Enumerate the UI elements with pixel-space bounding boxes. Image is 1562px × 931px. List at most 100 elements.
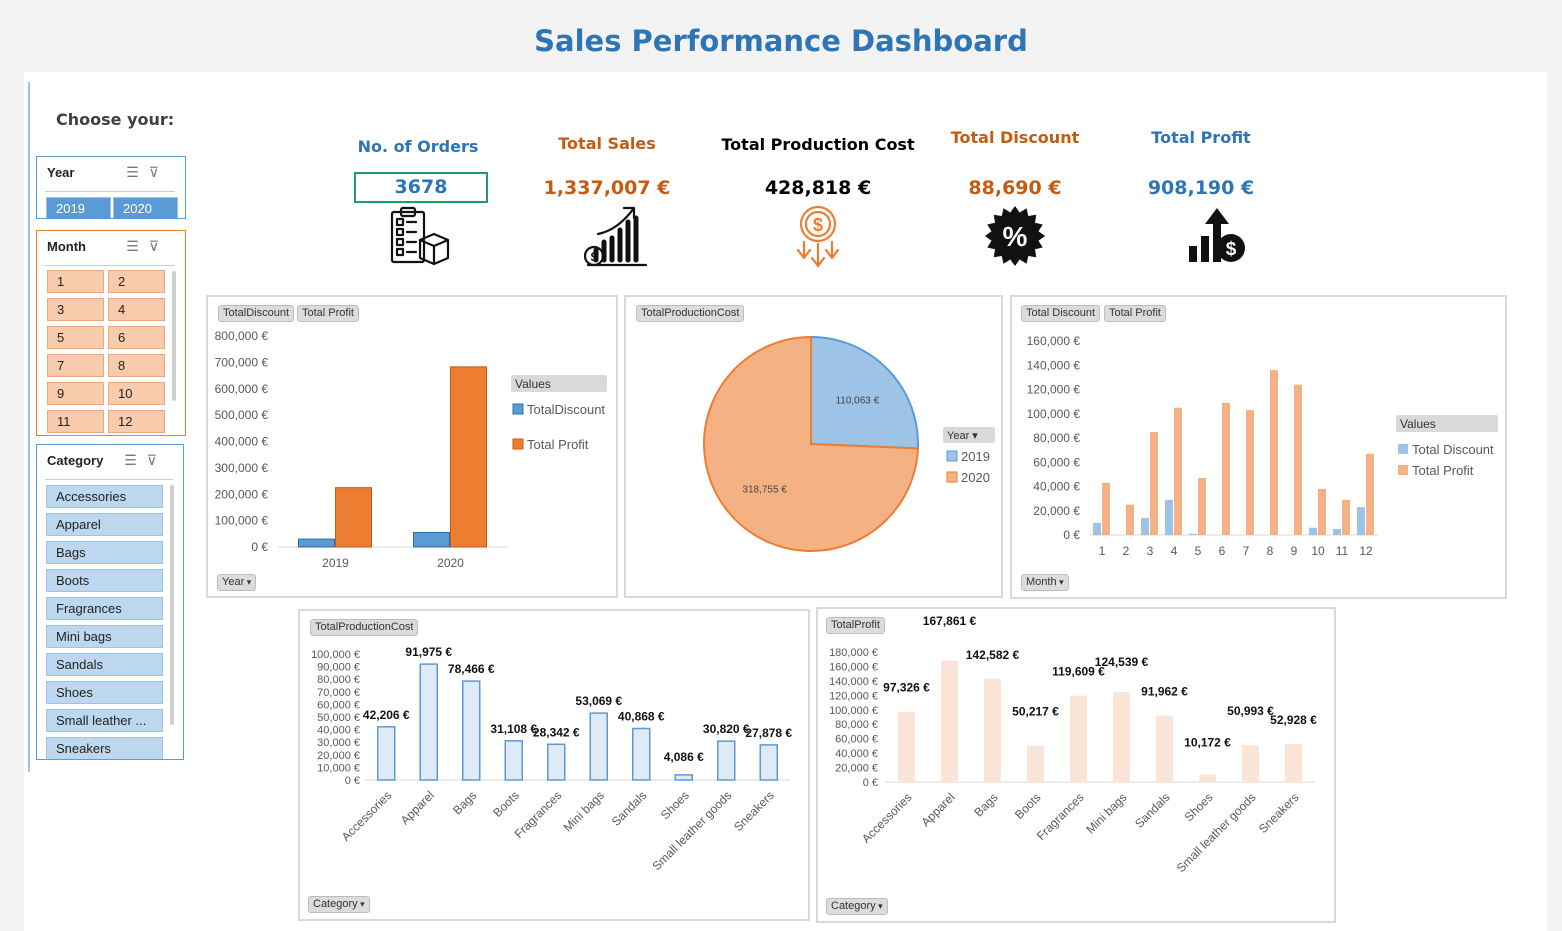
y-tick-label: 300,000 € [215,461,269,475]
field-chip[interactable]: TotalProductionCost [310,619,419,636]
bar[interactable] [1165,499,1173,535]
bar[interactable] [413,531,450,548]
bar[interactable] [898,711,915,782]
multi-select-icon[interactable]: ☰ [126,164,149,180]
data-label: 10,172 € [1184,736,1231,750]
filter-dropdown[interactable]: Category [826,898,888,915]
bar[interactable] [1242,745,1259,782]
month-item[interactable]: 1 [47,270,104,293]
bar[interactable] [377,726,396,781]
field-chip[interactable]: TotalDiscount [218,305,295,322]
bar[interactable] [1246,410,1254,535]
pie-slice[interactable] [810,335,919,450]
bar[interactable] [1366,453,1374,535]
bar[interactable] [1318,488,1326,535]
bar[interactable] [1027,745,1044,782]
category-item[interactable]: Bags [46,541,163,564]
bar[interactable] [1126,504,1134,535]
y-tick-label: 20,000 € [317,750,360,762]
category-item[interactable]: Apparel [46,513,163,536]
bar[interactable] [1198,478,1206,535]
category-item[interactable]: Sandals [46,653,163,676]
bar[interactable] [674,774,693,781]
category-slicer[interactable]: Category ☰⊽ Accessories Apparel Bags Boots F… [36,444,184,760]
bar[interactable] [450,366,487,548]
clear-filter-icon[interactable]: ⊽ [146,452,167,468]
bar[interactable] [1333,528,1341,535]
field-chip[interactable]: Total Discount [1021,305,1101,322]
bar[interactable] [1113,692,1130,782]
filter-dropdown[interactable]: Year [217,574,257,591]
month-item[interactable]: 12 [108,410,165,433]
bar[interactable] [298,538,335,548]
month-item[interactable]: 7 [47,354,104,377]
month-item[interactable]: 2 [108,270,165,293]
pie-slice[interactable] [703,335,919,552]
cost-pie-panel: 110,063 € 318,755 € Year ▾ 2019 2020 TotalPr… [624,295,1003,598]
year-item[interactable]: 2020 [113,197,178,218]
month-item[interactable]: 3 [47,298,104,321]
bar[interactable] [1070,695,1087,782]
year-item[interactable]: 2019 [46,197,111,218]
category-item[interactable]: Accessories [46,485,163,508]
category-item[interactable]: Mini bags [46,625,163,648]
bar[interactable] [589,712,608,781]
bar[interactable] [1199,774,1216,782]
bar[interactable] [632,727,651,781]
bar[interactable] [1357,507,1365,535]
bar[interactable] [1174,407,1182,535]
bar[interactable] [1285,743,1302,782]
month-item[interactable]: 10 [108,382,165,405]
category-slicer-scrollbar[interactable] [170,485,174,725]
bar[interactable] [759,744,778,781]
bar[interactable] [1342,499,1350,535]
filter-dropdown[interactable]: Category [308,896,370,913]
bar[interactable] [1270,370,1278,535]
month-item[interactable]: 8 [108,354,165,377]
month-item[interactable]: 9 [47,382,104,405]
bar[interactable] [504,740,523,781]
bar[interactable] [717,740,736,781]
category-item[interactable]: Boots [46,569,163,592]
clear-filter-icon[interactable]: ⊽ [148,238,169,254]
field-chip[interactable]: Total Profit [297,305,359,322]
bar[interactable] [1150,431,1158,535]
field-chip[interactable]: TotalProductionCost [636,305,745,322]
bar[interactable] [1156,715,1173,782]
month-slicer[interactable]: Month ☰⊽ 1 2 3 4 5 6 7 8 9 10 11 12 [36,230,186,436]
bar[interactable] [1294,384,1302,535]
clear-filter-icon[interactable]: ⊽ [148,164,169,180]
month-item[interactable]: 6 [108,326,165,349]
bar[interactable] [984,679,1001,782]
bar[interactable] [1222,402,1230,535]
bar[interactable] [547,743,566,781]
bar[interactable] [941,660,958,782]
filter-dropdown[interactable]: Month [1021,574,1069,591]
kpi-label: No. of Orders [357,137,479,156]
category-item[interactable]: Fragrances [46,597,163,620]
field-chip[interactable]: TotalProfit [826,617,885,634]
kpi-label: Total Sales [558,134,656,153]
x-tick-label: Shoes [1182,790,1216,824]
month-item[interactable]: 5 [47,326,104,349]
year-slicer[interactable]: Year ☰⊽ 2019 2020 [36,156,186,219]
bar[interactable] [1189,533,1197,535]
x-tick-label: 11 [1336,544,1349,558]
bar[interactable] [335,487,372,548]
bar[interactable] [1141,518,1149,535]
month-item[interactable]: 4 [108,298,165,321]
category-item[interactable]: Shoes [46,681,163,704]
bar[interactable] [1309,527,1317,535]
bar[interactable] [1093,522,1101,535]
multi-select-icon[interactable]: ☰ [126,238,149,254]
bar[interactable] [419,663,438,781]
month-slicer-scrollbar[interactable] [172,271,176,401]
multi-select-icon[interactable]: ☰ [124,452,147,468]
category-item[interactable]: Small leather ... [46,709,163,732]
field-chip[interactable]: Total Profit [1104,305,1166,322]
icon-shape [395,217,405,227]
bar[interactable] [462,680,481,781]
category-item[interactable]: Sneakers [46,737,163,759]
bar[interactable] [1102,482,1110,535]
month-item[interactable]: 11 [47,410,104,433]
